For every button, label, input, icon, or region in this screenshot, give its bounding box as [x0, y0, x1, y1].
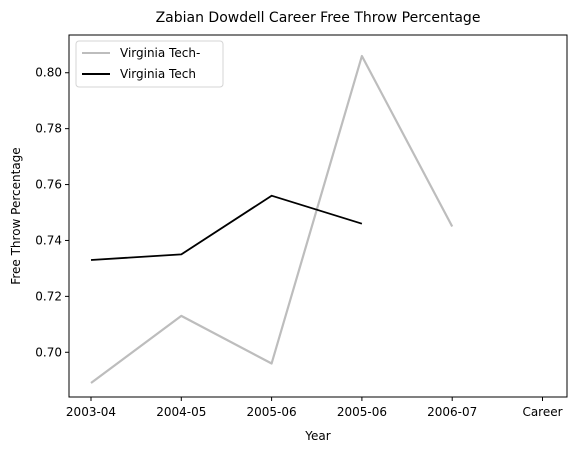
y-tick-label: 0.80: [35, 66, 62, 80]
chart-title: Zabian Dowdell Career Free Throw Percent…: [156, 10, 481, 26]
x-tick-label: 2006-07: [427, 405, 477, 419]
series-line-virginia-tech-dash: [90, 54, 454, 384]
y-tick-label: 0.76: [35, 178, 62, 192]
legend-box: [75, 40, 224, 88]
x-axis: 2003-04 2004-05 2005-06 2005-06 2006-07 Caree…: [66, 397, 563, 419]
y-axis: 0.70 0.72 0.74 0.76 0.78 0.80: [35, 66, 69, 359]
x-tick-label: Career: [522, 405, 562, 419]
x-axis-label: Year: [304, 429, 330, 443]
legend: Virginia Tech- Virginia Tech: [75, 40, 224, 88]
plot-frame: [68, 34, 568, 398]
y-tick-label: 0.74: [35, 233, 62, 247]
y-tick-label: 0.78: [35, 122, 62, 136]
y-tick-label: 0.70: [35, 345, 62, 359]
x-tick-label: 2004-05: [156, 405, 206, 419]
x-tick-label: 2005-06: [337, 405, 387, 419]
y-tick-label: 0.72: [35, 289, 62, 303]
legend-entry: Virginia Tech: [120, 67, 196, 81]
plot-area: [68, 34, 568, 398]
series-line-virginia-tech: [90, 194, 363, 261]
x-tick-label: 2003-04: [66, 405, 116, 419]
legend-entry: Virginia Tech-: [120, 46, 200, 60]
x-tick-label: 2005-06: [247, 405, 297, 419]
y-axis-label: Free Throw Percentage: [9, 147, 23, 284]
